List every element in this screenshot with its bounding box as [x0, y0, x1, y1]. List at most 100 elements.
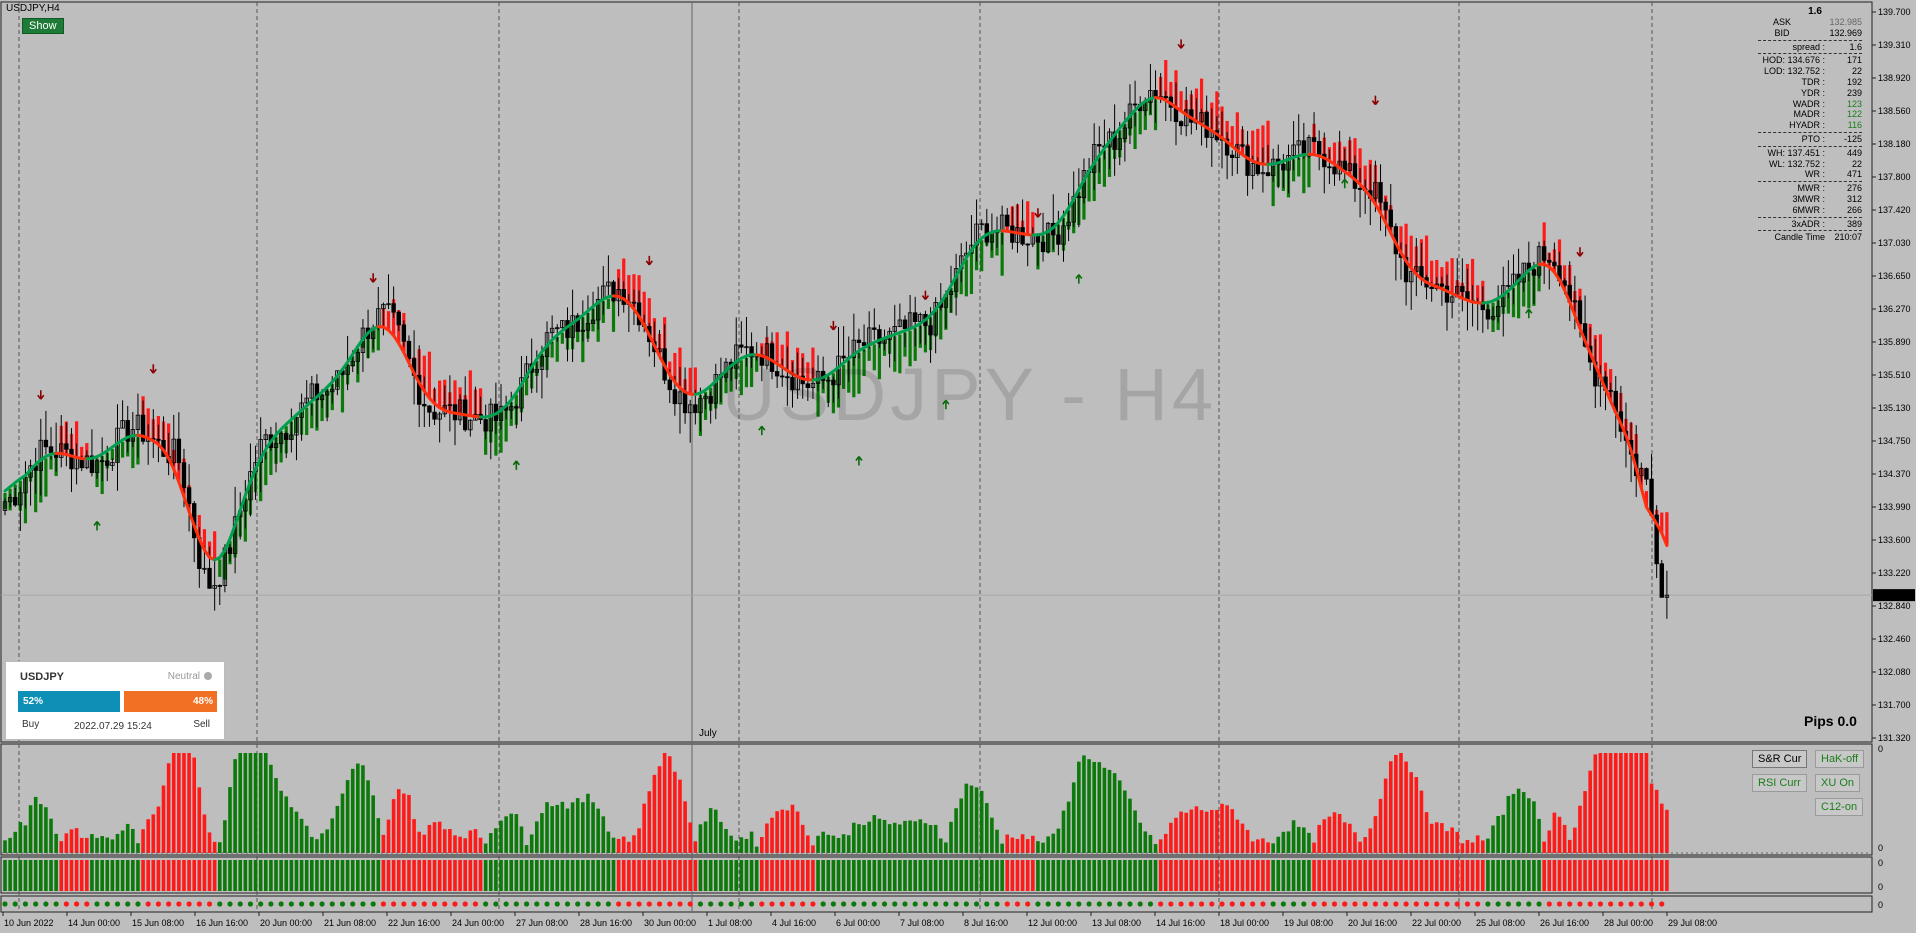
candle-body [156, 438, 161, 441]
signal-dot [1434, 901, 1440, 907]
signal-dot [186, 901, 192, 907]
candle-body [734, 344, 739, 369]
trend-bar [1199, 78, 1204, 125]
candle-body [897, 319, 903, 327]
trend-strip-bar [1179, 860, 1183, 891]
histogram-bar [294, 811, 299, 853]
signal-dot [1383, 901, 1389, 907]
time-tick-label: 14 Jul 16:00 [1156, 918, 1205, 928]
histogram-bar [1189, 809, 1194, 853]
histogram-bar [412, 819, 416, 853]
moving-average-segment [530, 357, 539, 369]
candle-body [89, 455, 95, 473]
trend-strip-bar [442, 860, 447, 891]
trend-strip-bar [683, 860, 687, 891]
price-tick-label: 135.510 [1878, 370, 1911, 380]
moving-average-segment [187, 509, 196, 528]
trend-bar [376, 328, 380, 351]
sentiment-widget[interactable]: USDJPY Neutral 52% 48% Buy 2022.07.29 15… [5, 661, 225, 740]
candle-body [1654, 514, 1659, 565]
histogram-bar [161, 785, 166, 853]
signal-dot [94, 901, 100, 907]
signal-dot [789, 901, 796, 907]
histogram-bar [1102, 767, 1107, 853]
sell-percentage-bar: 48% [124, 691, 217, 712]
trend-strip-bar [867, 860, 871, 891]
trend-strip-bar [800, 860, 805, 891]
trend-strip-bar [1056, 860, 1061, 891]
candle-body [1664, 594, 1670, 598]
signal-dot [1321, 901, 1327, 907]
trend-bar [1215, 91, 1219, 135]
signal-dot [575, 901, 581, 907]
time-tick-label: 28 Jun 16:00 [580, 918, 632, 928]
stat-key: LOD: 132.752 : [1763, 66, 1825, 77]
moving-average-segment [351, 344, 360, 356]
histogram-bar [611, 837, 616, 853]
signal-dot [1597, 901, 1604, 907]
time-tick-label: 26 Jul 16:00 [1540, 918, 1589, 928]
rsi-curr-button[interactable]: RSI Curr [1752, 774, 1807, 792]
signal-dot [1546, 901, 1552, 907]
price-tick-label: 135.890 [1878, 337, 1911, 347]
candle-body [555, 327, 560, 330]
histogram-bar [1659, 803, 1664, 853]
moving-average-segment [197, 537, 206, 552]
histogram-bar [1465, 839, 1470, 853]
sr-cur-button[interactable]: S&R Cur [1752, 750, 1808, 768]
histogram-bar [386, 819, 391, 853]
histogram-bar [780, 809, 785, 853]
trend-strip-bar [816, 860, 820, 891]
candle-body [1541, 246, 1547, 261]
time-tick-label: 13 Jul 08:00 [1092, 918, 1141, 928]
ask-label: ASK [1772, 17, 1791, 27]
histogram-bar [1020, 834, 1025, 853]
trend-strip-bar [616, 860, 621, 891]
trend-strip-bar [560, 860, 565, 891]
candle-body [330, 388, 335, 393]
trend-bar [1179, 91, 1183, 112]
price-tick-label: 134.370 [1878, 469, 1911, 479]
histogram-bar [263, 753, 268, 853]
histogram-bar [1005, 834, 1010, 853]
candle-body [1485, 309, 1491, 320]
trend-strip-bar [131, 860, 135, 891]
candle-body [447, 404, 453, 407]
histogram-bar [202, 814, 207, 853]
signal-dot [595, 901, 601, 907]
signal-dot [636, 901, 642, 907]
signal-dot [350, 901, 356, 907]
signal-dot [810, 901, 816, 907]
stat-separator [1758, 230, 1862, 232]
xu-on-button[interactable]: XU On [1815, 774, 1861, 792]
candle-body [273, 443, 279, 448]
signal-dot [1198, 901, 1205, 907]
candle-body [1097, 144, 1102, 147]
histogram-bar [637, 828, 641, 853]
histogram-bar [95, 837, 99, 853]
trend-bar [1598, 334, 1603, 378]
histogram-bar [632, 835, 636, 853]
candle-body [227, 547, 233, 554]
trend-strip-bar [841, 860, 846, 891]
histogram-bar [1501, 814, 1506, 853]
price-tick-label: 135.130 [1878, 403, 1911, 413]
hak-off-button[interactable]: HaK-off [1815, 750, 1865, 768]
histogram-bar [565, 808, 570, 853]
moving-average-segment [1660, 531, 1669, 547]
signal-dot [125, 901, 131, 907]
trend-strip-bar [396, 860, 401, 891]
trend-bar [121, 441, 125, 458]
candle-body [856, 339, 862, 343]
moving-average-segment [944, 284, 953, 297]
candle-body [1403, 256, 1409, 283]
histogram-bar [1388, 761, 1393, 853]
candle-body [892, 326, 897, 332]
show-button[interactable]: Show [22, 18, 64, 34]
trend-strip-bar [1266, 860, 1270, 891]
trend-strip-bar [1189, 860, 1194, 891]
c12-on-button[interactable]: C12-on [1815, 798, 1864, 816]
moving-average-segment [1558, 278, 1567, 292]
trend-strip-bar [1537, 860, 1541, 891]
